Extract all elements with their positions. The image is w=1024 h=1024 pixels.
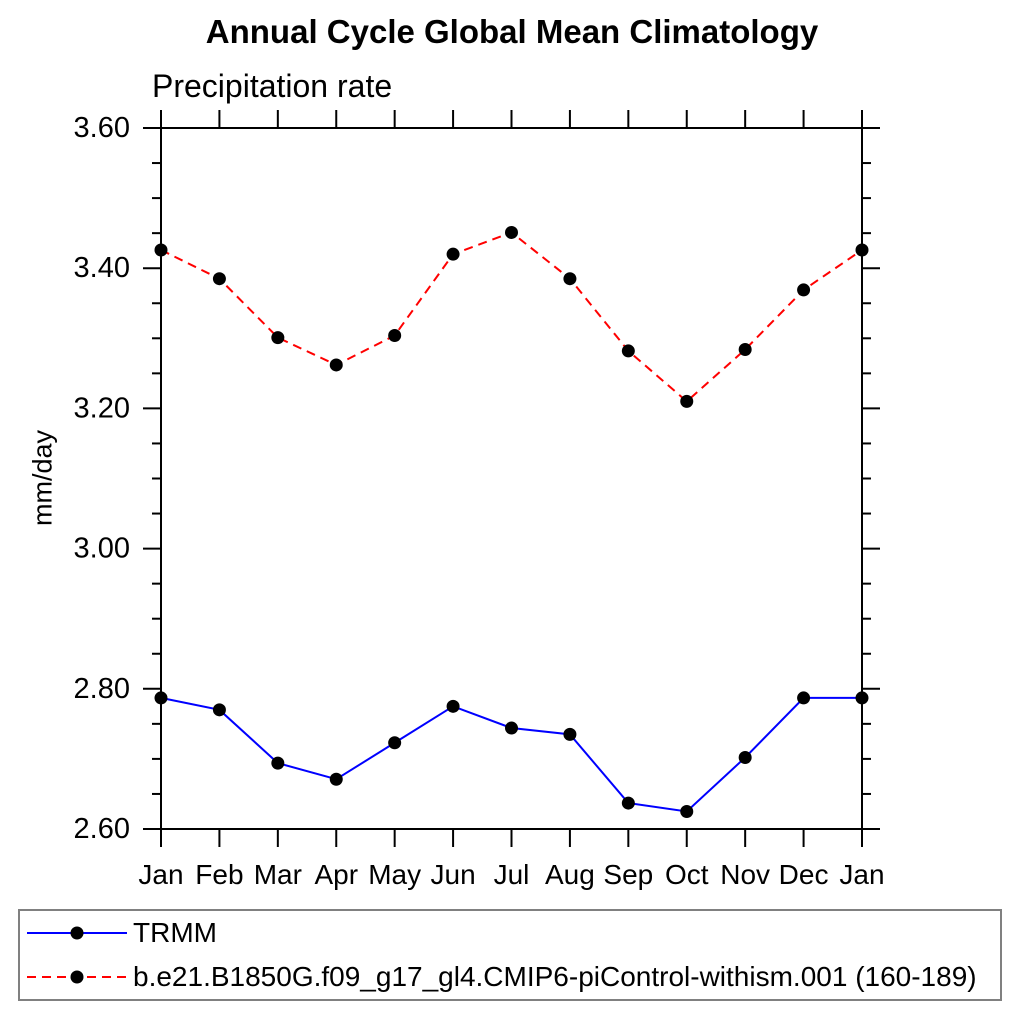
data-point-marker <box>505 225 518 239</box>
legend-label: TRMM <box>133 917 217 948</box>
data-point-marker <box>621 796 635 810</box>
y-tick-label: 2.80 <box>74 673 130 705</box>
legend-marker <box>70 926 84 940</box>
y-tick-label: 3.60 <box>74 112 130 144</box>
data-point-marker <box>738 343 752 357</box>
legend-line-sample <box>27 970 127 984</box>
data-point-marker <box>680 804 694 818</box>
x-tick-label: Feb <box>195 859 243 890</box>
y-tick-label: 3.40 <box>74 252 130 284</box>
x-tick-label: May <box>368 859 421 890</box>
data-point-marker <box>797 691 811 705</box>
legend-item: b.e21.B1850G.f09_g17_gl4.CMIP6-piControl… <box>27 961 1000 993</box>
chart-title: Annual Cycle Global Mean Climatology <box>205 13 819 50</box>
data-point-marker <box>621 344 635 358</box>
x-tick-label: Sep <box>603 859 653 890</box>
data-point-marker <box>154 243 168 257</box>
data-point-marker <box>388 736 402 750</box>
data-point-marker <box>388 328 402 342</box>
series-line-0 <box>160 696 862 813</box>
data-point-marker <box>738 750 752 764</box>
x-tick-label: Jan <box>138 859 183 890</box>
data-point-marker <box>680 394 694 408</box>
data-point-marker <box>154 691 168 705</box>
x-tick-label: Mar <box>254 859 302 890</box>
x-tick-label: Apr <box>314 859 358 890</box>
legend-item: TRMM <box>27 917 1000 949</box>
x-tick-label: Dec <box>779 859 829 890</box>
x-tick-label: Jul <box>494 859 530 890</box>
data-point-marker <box>446 247 460 261</box>
x-tick-label: Aug <box>545 859 595 890</box>
data-point-marker <box>855 691 869 705</box>
plot-frame <box>160 127 863 830</box>
x-tick-label: Jun <box>431 859 476 890</box>
data-point-marker <box>563 727 577 741</box>
data-point-marker <box>563 272 577 286</box>
data-point-marker <box>329 772 343 786</box>
data-point-marker <box>797 283 811 297</box>
legend-line-sample <box>27 926 127 940</box>
data-point-marker <box>212 272 226 286</box>
data-point-marker <box>446 699 460 713</box>
data-point-marker <box>855 243 869 257</box>
y-tick-label: 2.60 <box>74 813 130 845</box>
y-tick-label: 3.00 <box>74 533 130 565</box>
x-tick-label: Jan <box>839 859 884 890</box>
data-point-marker <box>271 331 285 345</box>
data-point-marker <box>271 756 285 770</box>
x-tick-label: Nov <box>720 859 770 890</box>
legend-marker <box>70 970 84 984</box>
x-tick-label: Oct <box>665 859 709 890</box>
y-tick-label: 3.20 <box>74 392 130 424</box>
chart-subtitle: Precipitation rate <box>152 68 393 104</box>
legend: TRMM b.e21.B1850G.f09_g17_gl4.CMIP6-piCon… <box>18 909 1002 1001</box>
legend-label: b.e21.B1850G.f09_g17_gl4.CMIP6-piControl… <box>133 961 977 992</box>
series-line-1 <box>160 231 863 403</box>
data-point-marker <box>505 721 518 735</box>
data-point-marker <box>212 703 226 717</box>
data-point-marker <box>329 358 343 372</box>
